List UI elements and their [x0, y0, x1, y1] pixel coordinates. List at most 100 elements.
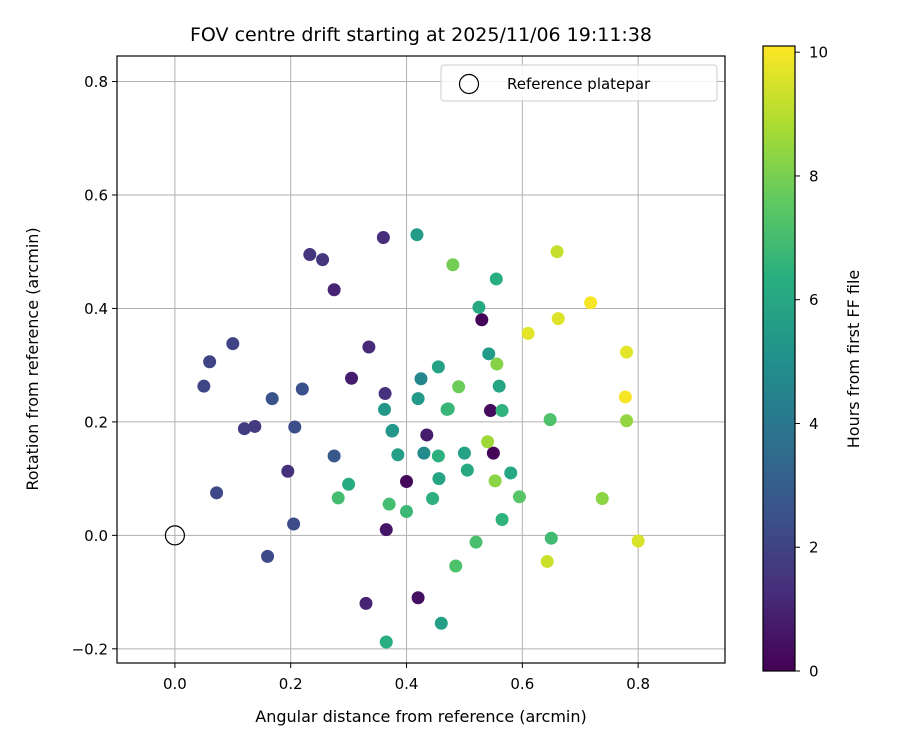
data-point: [327, 283, 341, 297]
x-tick-label: 0.4: [395, 675, 419, 693]
colorbar-tick-label: 4: [809, 415, 819, 433]
y-tick-label: 0.6: [84, 186, 108, 204]
y-tick-label: 0.0: [84, 527, 108, 545]
data-point: [475, 313, 489, 327]
data-point: [265, 392, 279, 406]
colorbar-tick-label: 10: [809, 44, 828, 62]
data-point: [434, 616, 448, 630]
data-point: [303, 248, 317, 262]
data-point: [486, 446, 500, 460]
legend-label: Reference platepar: [507, 75, 651, 93]
colorbar-label: Hours from first FF file: [844, 270, 863, 449]
data-point: [378, 402, 392, 416]
data-point: [197, 379, 211, 393]
data-point: [584, 296, 598, 310]
plot-area-frame: [116, 55, 726, 664]
data-point: [400, 505, 414, 519]
data-point: [595, 491, 609, 505]
data-point: [359, 596, 373, 610]
data-point: [488, 474, 502, 488]
data-point: [521, 326, 535, 340]
grid: [117, 56, 725, 663]
data-point: [452, 380, 466, 394]
data-point: [379, 635, 393, 649]
data-point: [512, 490, 526, 504]
data-point: [446, 258, 460, 272]
data-point: [376, 231, 390, 245]
colorbar-tick-label: 0: [809, 663, 819, 681]
colorbar-frame: [762, 45, 796, 672]
data-point: [400, 474, 414, 488]
data-point: [420, 428, 434, 442]
data-point: [342, 477, 356, 491]
data-point: [469, 535, 483, 549]
data-point: [544, 531, 558, 545]
data-point: [495, 512, 509, 526]
colorbar: 0 2 4 6 8 10 Hours from first FF file: [762, 44, 863, 681]
data-point: [457, 446, 471, 460]
data-point: [620, 345, 634, 359]
data-point: [386, 423, 400, 437]
reference-platepar-marker: [164, 525, 186, 546]
data-point: [411, 392, 425, 406]
colorbar-gradient: [763, 46, 795, 671]
data-point: [203, 355, 217, 369]
x-axis-label: Angular distance from reference (arcmin): [255, 707, 586, 726]
data-point: [345, 371, 359, 385]
data-point: [281, 464, 295, 478]
data-point: [426, 491, 440, 505]
legend-marker-circle: [458, 73, 480, 95]
data-point: [287, 517, 301, 531]
data-point: [410, 228, 424, 242]
legend-box: [440, 64, 718, 102]
data-point: [431, 360, 445, 374]
data-point: [295, 382, 309, 396]
data-point: [432, 472, 446, 486]
data-point: [288, 420, 302, 434]
x-tick-label: 0.0: [163, 675, 187, 693]
colorbar-tick-label: 2: [809, 539, 819, 557]
data-point: [504, 466, 518, 480]
data-point: [327, 449, 341, 463]
y-tick-label: 0.2: [84, 413, 108, 431]
legend: Reference platepar: [440, 64, 718, 102]
data-point: [543, 413, 557, 427]
colorbar-tick-label: 6: [809, 291, 819, 309]
data-point: [631, 534, 645, 548]
data-point: [417, 446, 431, 460]
y-tick-label: 0.8: [84, 73, 108, 91]
data-point: [441, 402, 455, 416]
data-point: [331, 491, 345, 505]
data-point: [540, 554, 554, 568]
data-point: [492, 379, 506, 393]
data-point: [414, 372, 428, 386]
data-point: [490, 357, 504, 371]
data-point: [362, 340, 376, 354]
data-point: [391, 448, 405, 462]
data-point: [210, 486, 224, 500]
data-point: [379, 523, 393, 537]
x-axis-ticks: 0.0 0.2 0.4 0.6 0.8: [163, 663, 650, 693]
x-tick-label: 0.8: [626, 675, 650, 693]
data-point: [261, 549, 275, 563]
data-point: [431, 449, 445, 463]
data-point: [620, 414, 634, 428]
data-point: [378, 387, 392, 401]
data-points: [164, 228, 645, 649]
data-point: [550, 245, 564, 259]
data-point: [237, 422, 251, 436]
data-point: [226, 337, 240, 351]
y-tick-label: −0.2: [72, 640, 108, 658]
colorbar-tick-label: 8: [809, 167, 819, 185]
data-point: [495, 404, 509, 418]
data-point: [472, 300, 486, 314]
data-point: [316, 253, 330, 267]
x-tick-label: 0.6: [510, 675, 534, 693]
colorbar-ticks: 0 2 4 6 8 10: [795, 44, 828, 681]
data-point: [618, 390, 632, 404]
chart-title: FOV centre drift starting at 2025/11/06 …: [190, 24, 652, 46]
y-tick-label: 0.4: [84, 300, 108, 318]
y-axis-label: Rotation from reference (arcmin): [23, 227, 42, 490]
data-point: [482, 347, 496, 361]
